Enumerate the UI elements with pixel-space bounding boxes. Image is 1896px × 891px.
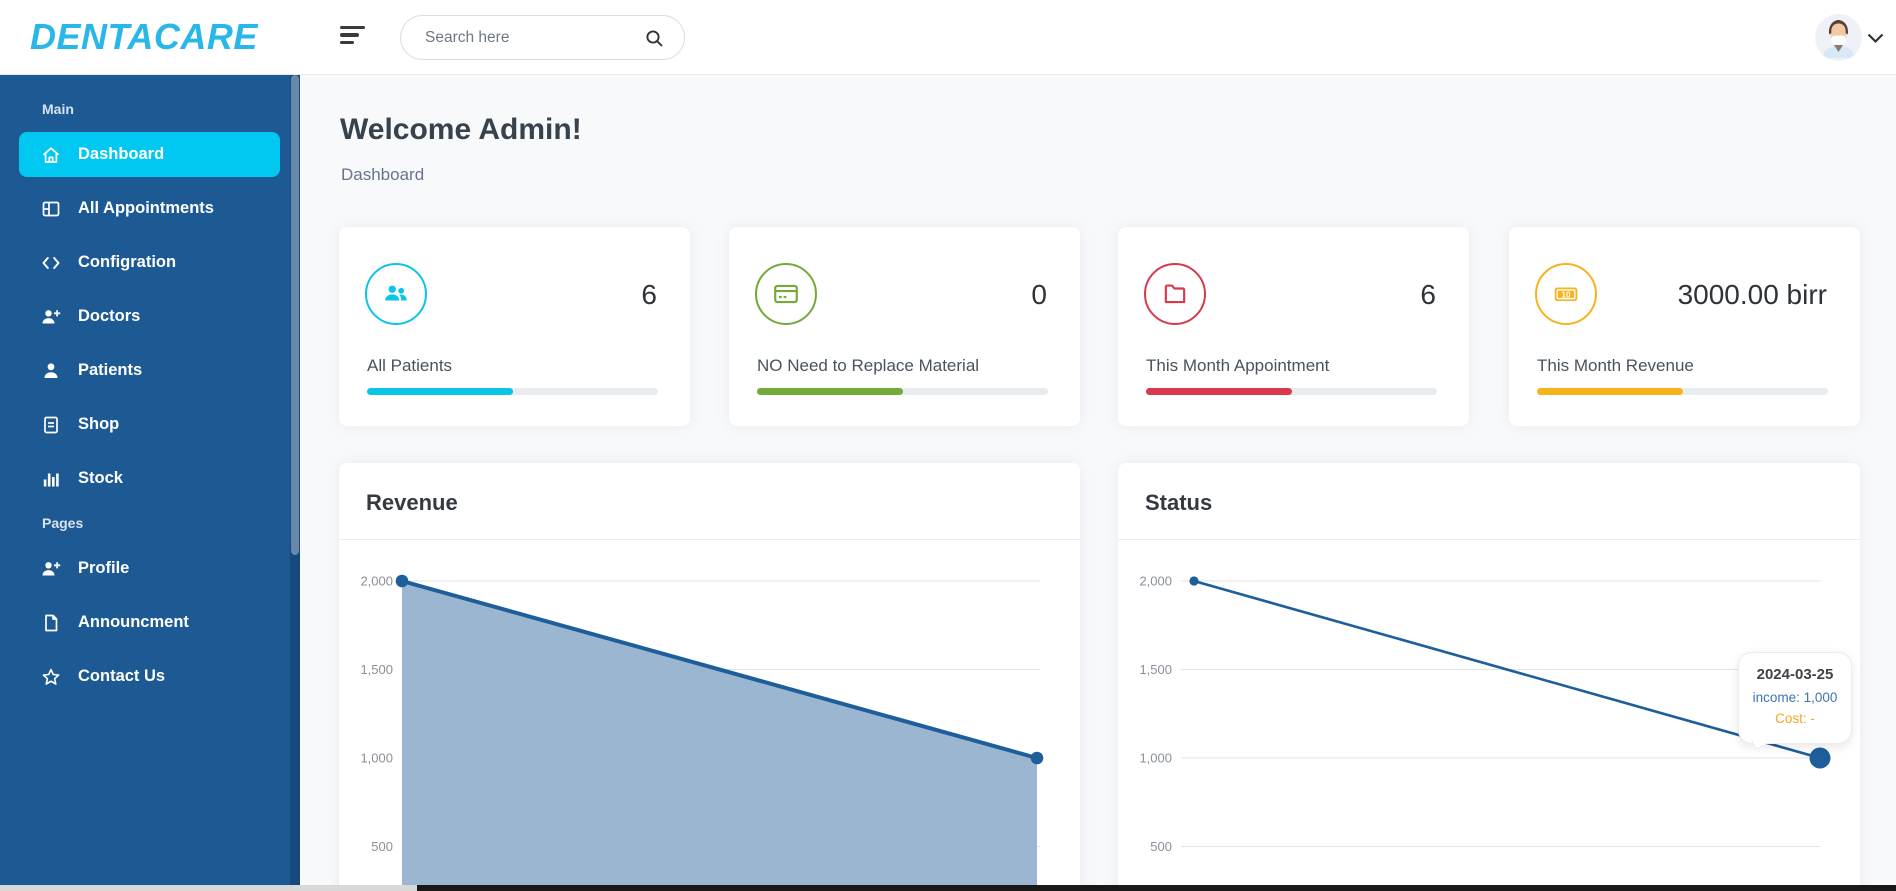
progress-bar [757,388,1048,395]
area-fill [402,581,1037,891]
y-tick: 1,000 [1139,751,1172,766]
receipt-icon [41,415,61,435]
progress-fill [1537,388,1683,395]
revenue-area-chart[interactable]: 2,000 1,500 1,000 500 [339,539,1080,891]
sidebar-item-stock[interactable]: Stock [19,456,280,501]
stat-card-revenue: 10 3000.00 birr This Month Revenue [1509,227,1860,426]
sidebar-item-label: Contact Us [78,667,166,685]
breadcrumb: Dashboard [341,165,425,184]
page-title: Welcome Admin! [340,113,582,146]
banknote-icon: 10 [1535,263,1597,325]
y-tick: 1,500 [1139,662,1172,677]
sidebar-item-label: Profile [78,559,130,577]
sidebar-scrollbar-thumb[interactable] [291,75,299,555]
divider [1118,539,1860,540]
y-tick: 500 [371,839,393,854]
stat-label: This Month Revenue [1537,356,1694,375]
income-line [401,579,1038,760]
appointments-icon [41,199,61,219]
sidebar-item-doctors[interactable]: Doctors [19,294,280,339]
sidebar-item-label: Announcment [78,613,189,631]
top-header: DENTACARE [0,0,1896,75]
stat-card-materials: 0 NO Need to Replace Material [729,227,1080,426]
sidebar-item-profile[interactable]: Profile [19,546,280,591]
brand-logo[interactable]: DENTACARE [30,16,258,57]
y-tick: 2,000 [360,574,393,589]
sidebar-item-configration[interactable]: Configration [19,240,280,285]
data-point[interactable] [1189,576,1199,586]
person-plus-icon [41,559,61,579]
horizontal-scrollbar [0,885,1896,891]
sidebar-item-contact-us[interactable]: Contact Us [19,654,280,699]
code-icon [41,253,61,273]
status-line-chart[interactable]: 2,000 1,500 1,000 500 [1118,539,1860,891]
chart-title: Status [1145,490,1213,515]
sidebar-item-label: Configration [78,253,177,271]
bar-chart-icon [41,469,61,489]
stat-card-appointments: 6 This Month Appointment [1118,227,1469,426]
sidebar-item-label: Shop [78,415,120,433]
tooltip-cost: Cost: - [1775,711,1815,726]
stat-value: 6 [641,279,657,310]
sidebar-item-label: Doctors [78,307,141,325]
sidebar-item-patients[interactable]: Patients [19,348,280,393]
chart-title: Revenue [366,490,458,515]
people-icon [365,263,427,325]
svg-text:10: 10 [1562,290,1571,299]
credit-card-icon [755,263,817,325]
hamburger-menu-icon[interactable] [340,26,366,48]
stat-label: This Month Appointment [1146,356,1330,375]
stat-label: NO Need to Replace Material [757,356,980,375]
chart-tooltip: 2024-03-25 income: 1,000 Cost: - [1738,652,1852,744]
home-icon [41,145,61,165]
folder-icon [1144,263,1206,325]
y-tick: 1,000 [360,751,393,766]
sidebar-item-announcment[interactable]: Announcment [19,600,280,645]
sidebar-item-dashboard[interactable]: Dashboard [19,132,280,177]
progress-fill [1146,388,1292,395]
stat-value: 0 [1031,279,1047,310]
stat-label: All Patients [367,356,453,375]
sidebar-item-label: Stock [78,469,123,487]
user-avatar[interactable] [1815,14,1862,61]
divider [339,539,1080,540]
search-bar [400,15,685,60]
progress-fill [757,388,903,395]
search-icon[interactable] [645,29,664,53]
person-icon [41,361,61,381]
progress-bar [1537,388,1828,395]
sidebar-item-label: Patients [78,361,143,379]
data-point-hovered[interactable] [1809,747,1831,769]
chevron-down-icon[interactable] [1867,31,1884,49]
status-chart-card: Status 2,000 1,500 1,000 500 2024-03-25 … [1118,463,1860,891]
search-input[interactable] [425,17,635,58]
sidebar-section-main: Main [42,101,74,117]
sidebar-item-label: Dashboard [78,145,165,163]
income-line [1193,579,1821,760]
progress-bar [1146,388,1437,395]
horizontal-scrollbar-thumb[interactable] [417,885,1896,891]
stat-value: 6 [1420,279,1436,310]
y-tick: 2,000 [1139,574,1172,589]
sidebar-item-shop[interactable]: Shop [19,402,280,447]
y-tick: 1,500 [360,662,393,677]
file-icon [41,613,61,633]
star-icon [41,667,61,687]
sidebar-item-all-appointments[interactable]: All Appointments [19,186,280,231]
stat-card-all-patients: 6 All Patients [339,227,690,426]
sidebar-scrollbar [290,75,300,891]
progress-fill [367,388,513,395]
sidebar-item-label: All Appointments [78,199,214,217]
sidebar-section-pages: Pages [42,515,84,531]
person-plus-icon [41,307,61,327]
y-tick: 500 [1150,839,1172,854]
stat-value: 3000.00 birr [1677,279,1827,310]
tooltip-income: income: 1,000 [1752,690,1838,705]
tooltip-date: 2024-03-25 [1756,666,1834,683]
sidebar: Main Dashboard All Appointments Configra… [0,75,290,891]
revenue-chart-card: Revenue 2,000 1,500 1,000 500 [339,463,1080,891]
data-point[interactable] [395,574,409,588]
progress-bar [367,388,658,395]
data-point[interactable] [1030,751,1044,765]
